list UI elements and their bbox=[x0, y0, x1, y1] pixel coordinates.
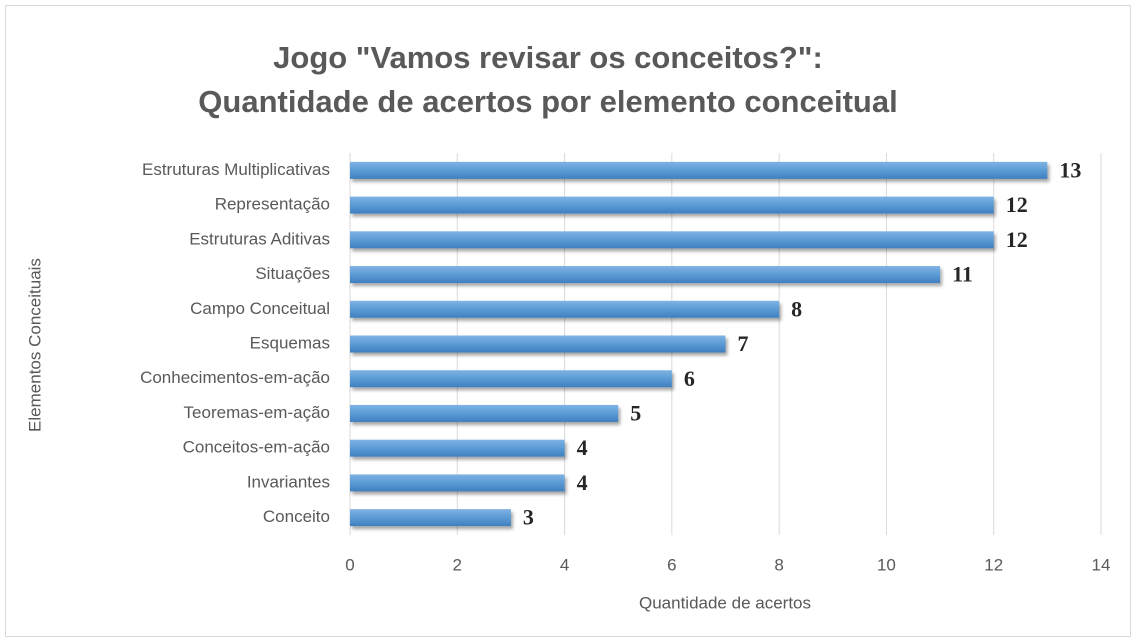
value-label: 11 bbox=[952, 262, 973, 287]
x-tick-label: 6 bbox=[667, 555, 676, 574]
chart-border bbox=[5, 5, 1131, 637]
y-tick-label: Situações bbox=[255, 264, 330, 283]
x-tick-label: 2 bbox=[453, 555, 462, 574]
x-tick-label: 14 bbox=[1092, 555, 1111, 574]
bar bbox=[350, 300, 780, 318]
y-tick-label: Invariantes bbox=[247, 472, 330, 491]
y-axis-label: Elementos Conceituais bbox=[25, 258, 44, 432]
value-label: 12 bbox=[1006, 227, 1028, 252]
value-label: 6 bbox=[684, 366, 695, 391]
bar bbox=[350, 404, 619, 422]
value-label: 3 bbox=[523, 505, 534, 530]
bar bbox=[350, 439, 565, 457]
bar bbox=[350, 335, 726, 353]
y-tick-label: Esquemas bbox=[250, 333, 330, 352]
y-tick-label: Conceitos-em-ação bbox=[183, 438, 330, 457]
value-label: 13 bbox=[1059, 157, 1081, 182]
y-tick-label: Conceito bbox=[263, 507, 330, 526]
value-label: 8 bbox=[791, 296, 802, 321]
bar bbox=[350, 509, 511, 527]
x-axis-label: Quantidade de acertos bbox=[639, 593, 811, 612]
y-tick-label: Representação bbox=[215, 195, 330, 214]
y-tick-label: Teoremas-em-ação bbox=[184, 403, 330, 422]
x-tick-label: 10 bbox=[877, 555, 896, 574]
bar bbox=[350, 196, 994, 214]
bar bbox=[350, 161, 1048, 179]
value-label: 4 bbox=[577, 435, 588, 460]
x-tick-label: 12 bbox=[984, 555, 1003, 574]
y-tick-label: Conhecimentos-em-ação bbox=[140, 368, 330, 387]
y-tick-label: Estruturas Aditivas bbox=[189, 229, 330, 248]
bar bbox=[350, 370, 672, 388]
x-tick-label: 4 bbox=[560, 555, 569, 574]
bar bbox=[350, 266, 941, 284]
value-label: 7 bbox=[738, 331, 749, 356]
y-tick-label: Estruturas Multiplicativas bbox=[142, 160, 330, 179]
bar bbox=[350, 474, 565, 492]
value-label: 12 bbox=[1006, 192, 1028, 217]
chart-title: Jogo "Vamos revisar os conceitos?": bbox=[273, 40, 823, 75]
x-tick-label: 8 bbox=[774, 555, 783, 574]
x-tick-label: 0 bbox=[345, 555, 354, 574]
chart-title: Quantidade de acertos por elemento conce… bbox=[198, 84, 897, 119]
bar bbox=[350, 231, 994, 249]
value-label: 5 bbox=[630, 401, 641, 426]
y-tick-label: Campo Conceitual bbox=[190, 299, 330, 318]
value-label: 4 bbox=[577, 470, 588, 495]
